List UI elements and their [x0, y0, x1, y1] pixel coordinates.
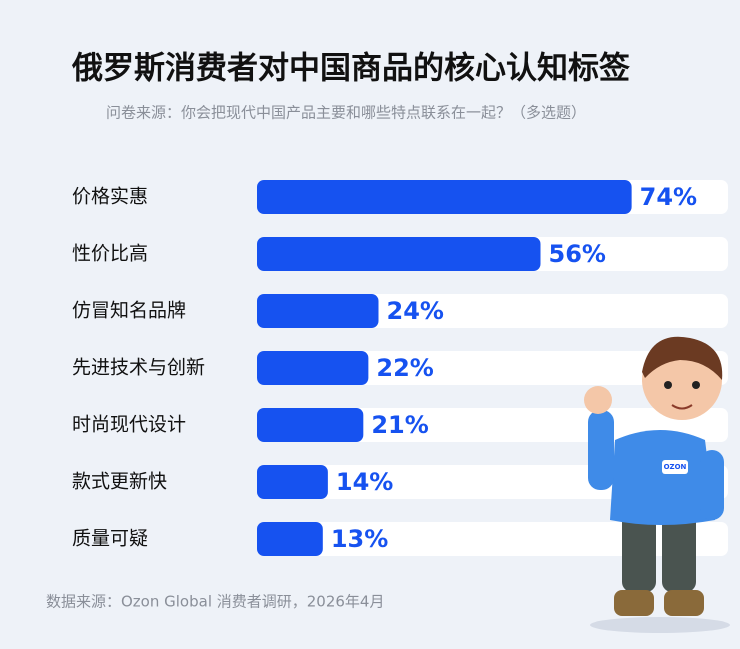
bars: 价格实惠 74% 性价比高 56% 仿冒知名品牌 24% 先进技术与创新 22% 时尚现代设计 2… — [72, 180, 728, 556]
category-label: 仿冒知名品牌 — [72, 300, 186, 322]
category-label: 先进技术与创新 — [72, 357, 205, 379]
bar — [257, 180, 632, 214]
bar-track — [257, 351, 728, 385]
illustration: OZON — [584, 336, 730, 633]
category-label: 性价比高 — [72, 243, 148, 265]
category-label: 款式更新快 — [72, 471, 167, 493]
bar — [257, 351, 369, 385]
bar — [257, 294, 379, 328]
category-label: 时尚现代设计 — [72, 414, 186, 436]
bar — [257, 522, 323, 556]
bar — [257, 465, 328, 499]
chart-subtitle: 问卷来源：你会把现代中国产品主要和哪些特点联系在一起？（多选题） — [106, 104, 586, 122]
bar-track — [257, 522, 728, 556]
chart-title: 俄罗斯消费者对中国商品的核心认知标签 — [71, 51, 630, 87]
value-label: 56% — [549, 240, 606, 268]
bar — [257, 408, 364, 442]
bar — [257, 237, 541, 271]
value-label: 22% — [376, 354, 433, 382]
category-label: 质量可疑 — [72, 528, 148, 550]
value-label: 14% — [336, 468, 393, 496]
value-label: 21% — [371, 411, 428, 439]
value-label: 13% — [331, 525, 388, 553]
category-label: 价格实惠 — [72, 186, 148, 208]
svg-text:OZON: OZON — [664, 463, 687, 471]
value-label: 24% — [387, 297, 444, 325]
source-note: 数据来源：Ozon Global 消费者调研，2026年4月 — [46, 593, 384, 611]
value-label: 74% — [640, 183, 697, 211]
